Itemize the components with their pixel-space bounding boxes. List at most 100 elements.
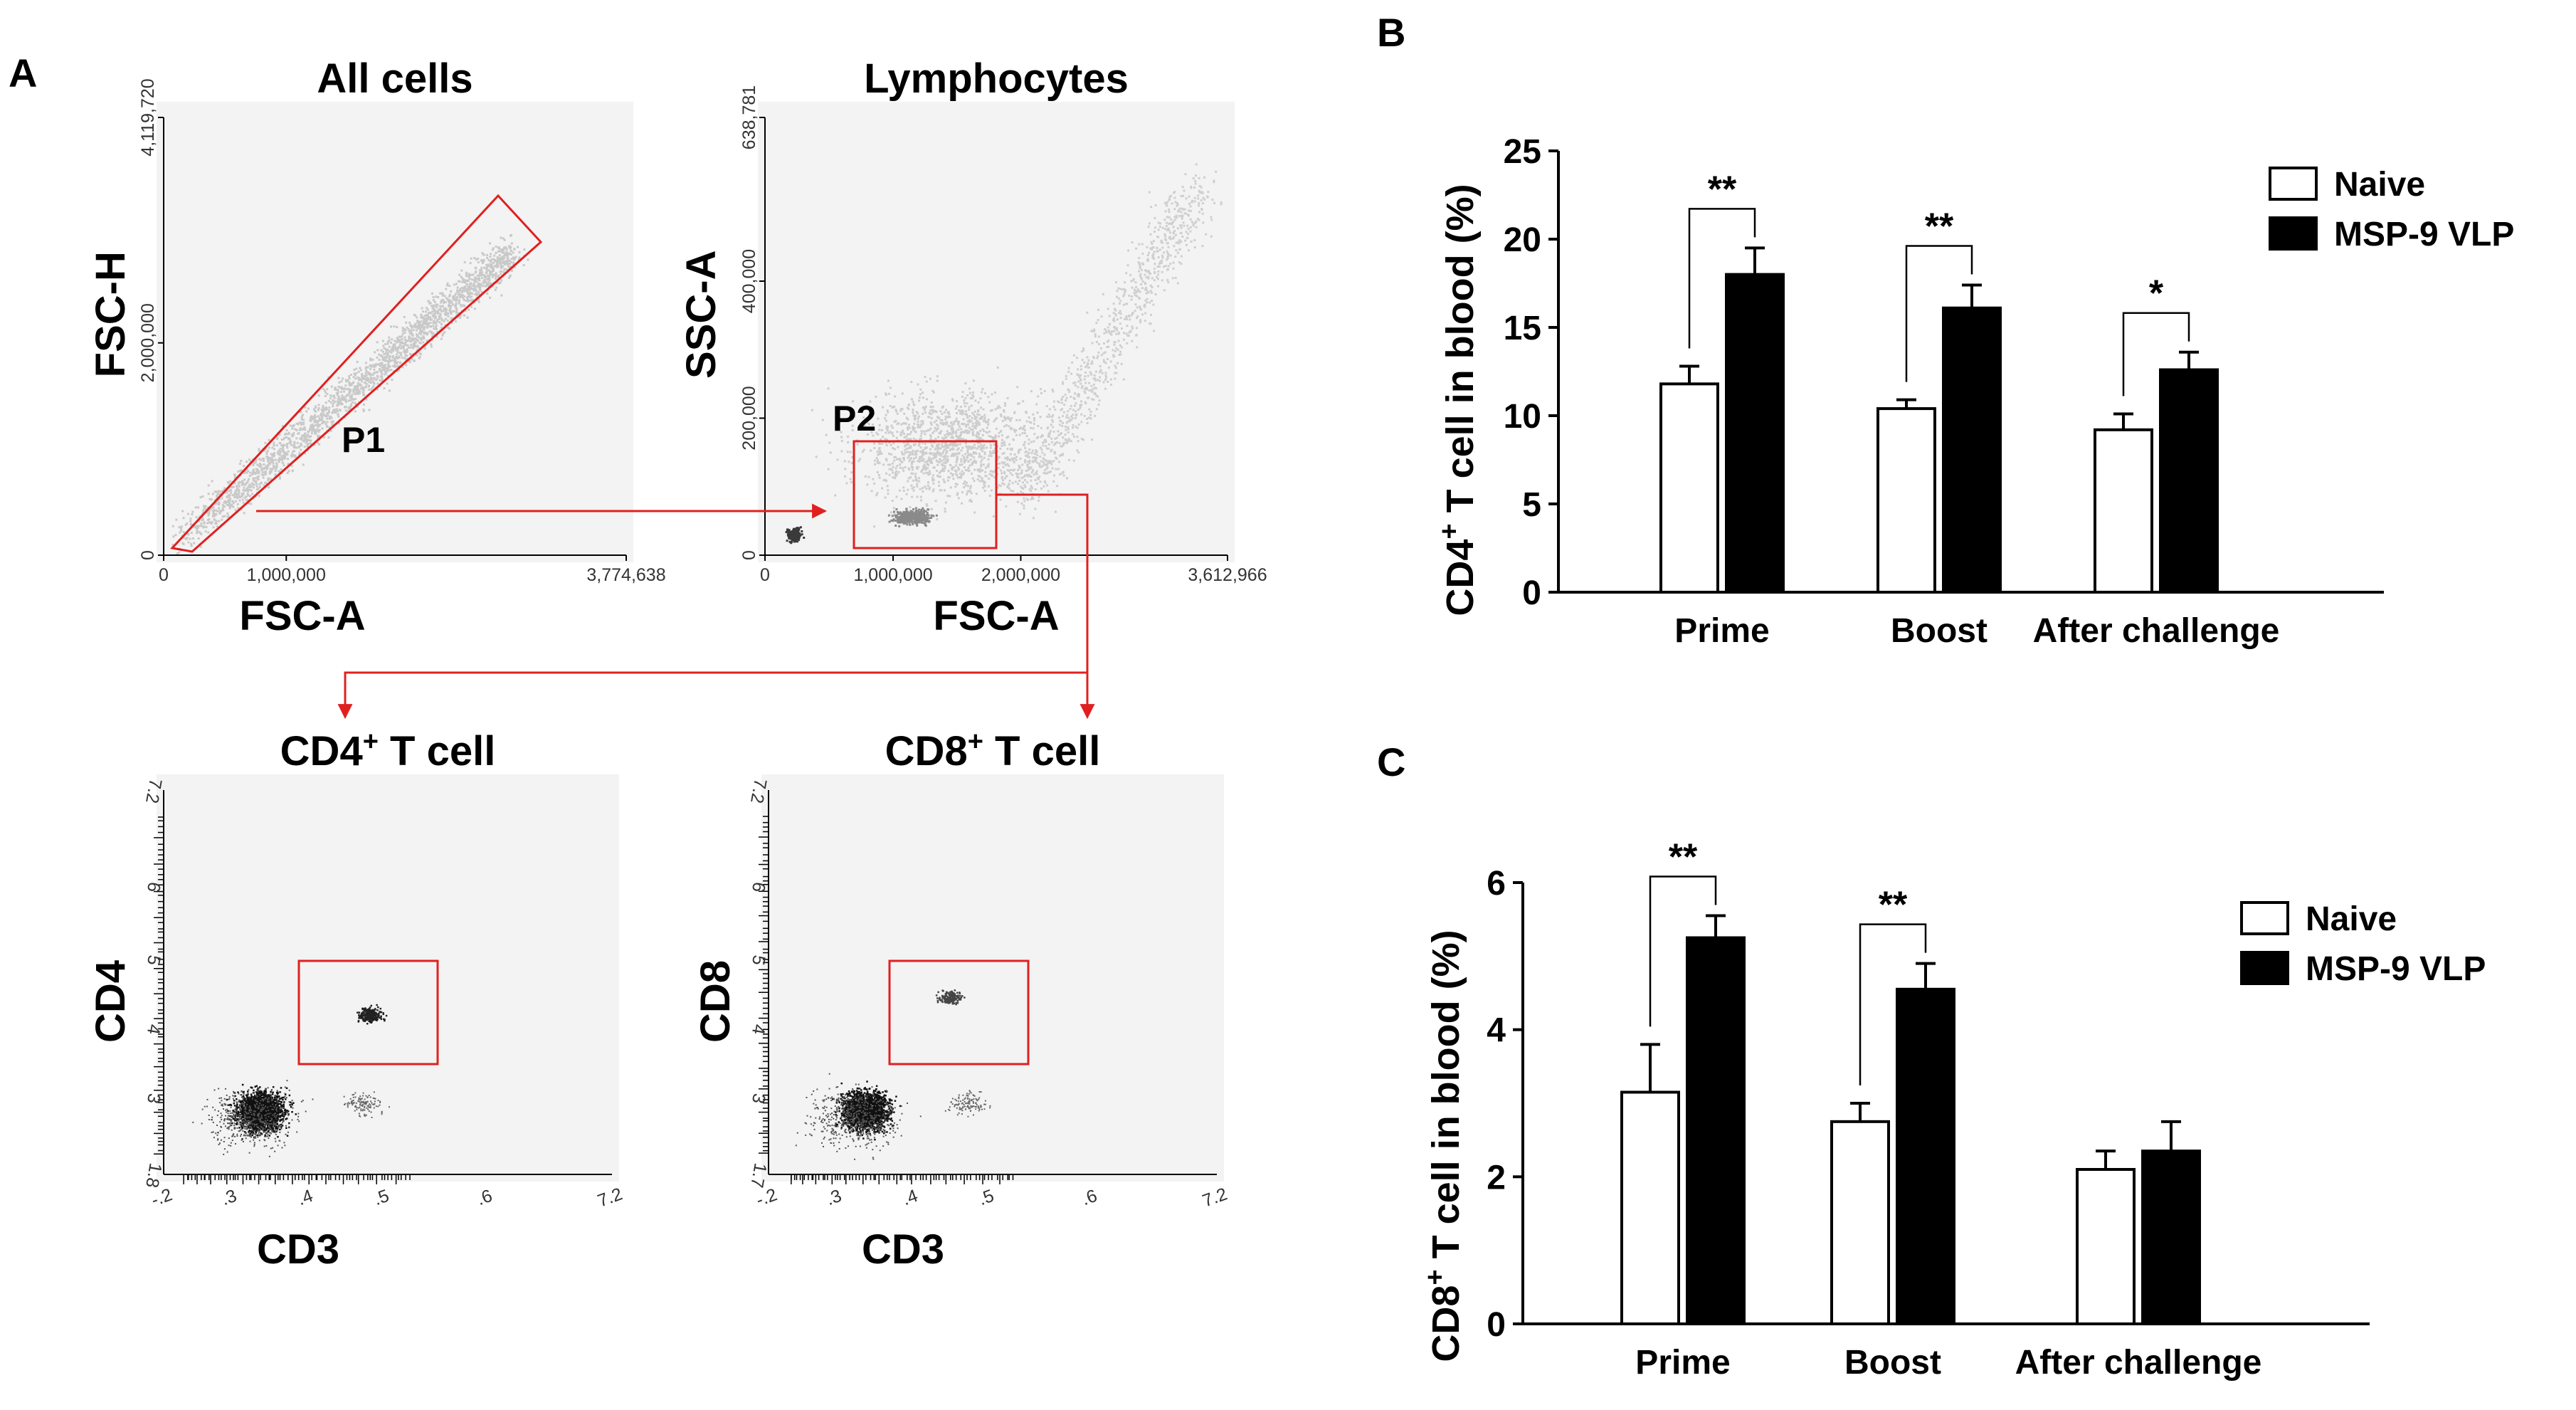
event-dot <box>369 359 372 361</box>
event-dot <box>353 372 356 375</box>
event-dot <box>1093 374 1096 377</box>
event-dot <box>385 349 388 352</box>
event-dot <box>882 436 885 438</box>
event-dot <box>1046 463 1049 465</box>
event-dot <box>379 354 382 357</box>
event-dot <box>1092 388 1094 391</box>
event-dot <box>895 473 898 475</box>
event-dot <box>905 435 908 438</box>
event-dot <box>849 451 852 453</box>
event-dot <box>1074 417 1077 420</box>
event-dot <box>934 438 937 441</box>
event-dot <box>446 282 449 285</box>
event-dot <box>391 356 394 359</box>
event-dot <box>911 468 914 471</box>
event-dot <box>1173 191 1176 194</box>
event-dot <box>1073 404 1076 407</box>
event-dot <box>941 423 944 426</box>
event-dot <box>899 512 902 515</box>
event-dot <box>990 455 993 458</box>
event-dot <box>411 333 413 335</box>
event-dot <box>912 426 914 428</box>
event-dot <box>987 458 990 461</box>
event-dot <box>922 487 924 490</box>
event-dot <box>873 442 876 445</box>
event-dot <box>1132 278 1135 280</box>
event-dot <box>1149 284 1152 287</box>
event-dot <box>431 310 433 313</box>
event-dot <box>376 374 379 377</box>
event-dot <box>422 310 425 313</box>
event-dot <box>486 265 489 268</box>
event-dot <box>877 433 880 436</box>
event-dot <box>344 395 347 398</box>
event-dot <box>1113 317 1115 320</box>
event-dot <box>887 426 890 428</box>
event-dot <box>932 474 935 477</box>
event-dot <box>293 442 296 445</box>
event-dot <box>1072 423 1075 426</box>
event-dot <box>1030 441 1033 443</box>
event-dot <box>944 510 946 513</box>
event-dot <box>468 275 470 278</box>
event-dot <box>1154 226 1157 229</box>
event-dot <box>392 345 395 348</box>
event-dot <box>1059 433 1062 436</box>
event-dot <box>964 469 967 471</box>
event-dot <box>973 417 976 420</box>
event-dot <box>260 467 263 470</box>
event-dot <box>274 458 277 461</box>
event-dot <box>250 485 253 488</box>
event-dot <box>951 436 954 439</box>
event-dot <box>453 298 455 300</box>
event-dot <box>409 353 411 356</box>
event-dot <box>976 447 978 450</box>
event-dot <box>342 397 345 400</box>
event-dot <box>373 377 376 379</box>
event-dot <box>1072 354 1075 357</box>
event-dot <box>1141 252 1144 255</box>
event-dot <box>1188 195 1191 198</box>
event-dot <box>922 406 924 409</box>
event-dot <box>971 428 974 431</box>
event-dot <box>404 344 407 347</box>
event-dot <box>227 482 230 485</box>
event-dot <box>1035 482 1038 485</box>
event-dot <box>1193 239 1196 241</box>
event-dot <box>970 500 973 503</box>
event-dot <box>351 394 354 396</box>
event-dot <box>249 471 252 474</box>
event-dot <box>277 452 280 455</box>
event-dot <box>344 409 347 412</box>
event-dot <box>1002 462 1005 465</box>
event-dot <box>836 458 839 461</box>
event-dot <box>267 456 269 459</box>
event-dot <box>1157 273 1159 276</box>
event-dot <box>1075 414 1077 417</box>
event-dot <box>1146 290 1149 293</box>
event-dot <box>486 278 489 280</box>
event-dot <box>917 426 919 428</box>
event-dot <box>1042 441 1045 444</box>
event-dot <box>258 449 260 452</box>
event-dot <box>909 453 912 456</box>
event-dot <box>486 283 489 285</box>
event-dot <box>1084 366 1087 369</box>
event-dot <box>427 317 430 320</box>
event-dot <box>1018 467 1020 470</box>
event-dot <box>914 431 917 433</box>
event-dot <box>1166 250 1168 253</box>
event-dot <box>1024 474 1027 477</box>
event-dot <box>424 331 427 334</box>
event-dot <box>932 391 935 394</box>
event-dot <box>1009 419 1012 422</box>
event-dot <box>322 414 324 416</box>
event-dot <box>290 441 292 443</box>
event-dot <box>449 293 451 296</box>
event-dot <box>235 492 238 495</box>
event-dot <box>1107 326 1109 329</box>
event-dot <box>902 429 904 432</box>
event-dot <box>500 248 503 251</box>
event-dot <box>278 475 281 478</box>
event-dot <box>485 275 487 278</box>
